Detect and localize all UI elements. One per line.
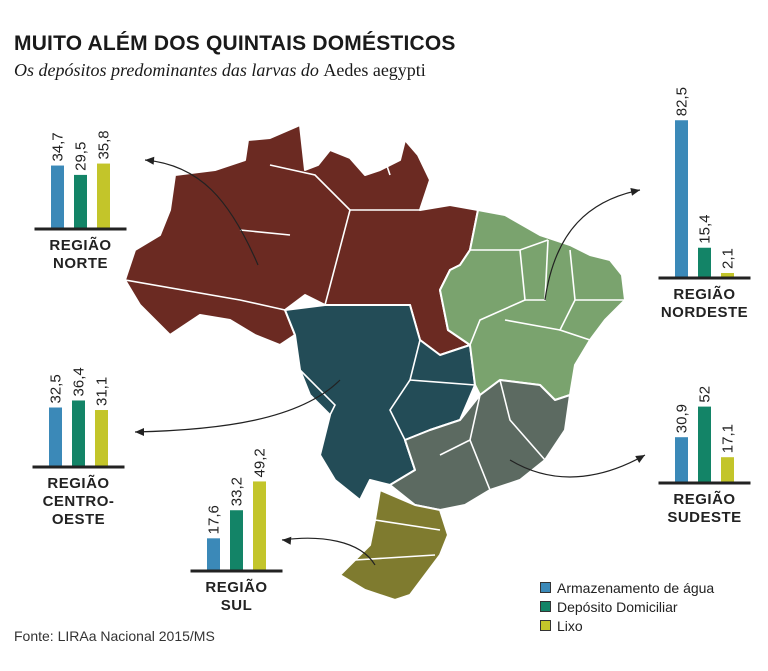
chart-title: MUITO ALÉM DOS QUINTAIS DOMÉSTICOS (14, 32, 456, 55)
region-label-line: OESTE (52, 511, 105, 528)
bar-lixo (97, 163, 110, 228)
bar-domiciliar (72, 400, 85, 466)
bar-domiciliar (74, 174, 87, 228)
bar-agua (49, 407, 62, 466)
value-label-domiciliar: 36,4 (71, 367, 88, 396)
region-label-line: NORTE (53, 255, 108, 272)
map-region-sudeste (389, 379, 571, 511)
value-label-lixo: 31,1 (94, 377, 111, 406)
region-label-line: REGIÃO (205, 578, 267, 596)
region-label-line: REGIÃO (673, 285, 735, 303)
arrow-nordeste (544, 189, 641, 301)
chart-legend: Armazenamento de água Depósito Domicilia… (540, 578, 714, 635)
value-label-agua: 32,5 (48, 374, 65, 403)
arrowhead-4 (282, 536, 292, 545)
bar-agua (675, 437, 688, 482)
arrow-norte (144, 159, 259, 266)
value-label-agua: 82,5 (674, 87, 691, 116)
region-label-line: CENTRO- (43, 493, 115, 510)
value-label-lixo: 49,2 (252, 448, 269, 477)
value-label-agua: 17,6 (206, 505, 223, 534)
bar-domiciliar (230, 510, 243, 570)
value-label-lixo: 35,8 (96, 130, 113, 159)
arrowhead-0 (145, 156, 155, 165)
arrow-centro-oeste (134, 379, 341, 433)
legend-label-agua: Armazenamento de água (557, 579, 715, 596)
region-label-line: REGIÃO (47, 474, 109, 492)
region-label-line: REGIÃO (49, 236, 111, 254)
value-label-domiciliar: 52 (697, 386, 714, 403)
bar-agua (675, 120, 688, 277)
region-label-line: REGIÃO (673, 490, 735, 508)
arrowheads (135, 156, 645, 545)
legend-label-domiciliar: Depósito Domiciliar (557, 598, 678, 615)
value-label-domiciliar: 15,4 (697, 215, 714, 244)
bar-lixo (721, 457, 734, 482)
subtitle-text: Os depósitos predominantes das larvas do (14, 60, 324, 80)
legend-swatch-agua (540, 582, 551, 593)
bar-agua (51, 165, 64, 228)
legend-swatch-domiciliar (540, 601, 551, 612)
legend-swatch-lixo (540, 620, 551, 631)
bar-lixo (253, 481, 266, 570)
value-label-agua: 34,7 (50, 132, 67, 161)
arrowhead-1 (630, 187, 640, 196)
region-label-line: SUL (221, 597, 253, 614)
subtitle-species: Aedes aegypti (323, 60, 426, 80)
value-label-domiciliar: 29,5 (73, 142, 90, 171)
value-label-domiciliar: 33,2 (229, 477, 246, 506)
map-region-sul (339, 489, 449, 601)
value-label-agua: 30,9 (674, 404, 691, 433)
callout-arrows (134, 159, 646, 566)
arrowhead-3 (635, 455, 645, 463)
legend-label-lixo: Lixo (557, 617, 583, 634)
legend-item-agua: Armazenamento de água (540, 578, 714, 597)
region-label-line: SUDESTE (667, 509, 741, 526)
source-note: Fonte: LIRAa Nacional 2015/MS (14, 628, 215, 644)
arrow-sul (281, 537, 376, 566)
arrowhead-2 (135, 428, 144, 436)
bar-lixo (721, 273, 734, 277)
region-label-line: NORDESTE (661, 304, 748, 321)
legend-item-domiciliar: Depósito Domiciliar (540, 597, 714, 616)
value-label-lixo: 17,1 (720, 424, 737, 453)
bar-lixo (95, 410, 108, 466)
bar-domiciliar (698, 247, 711, 277)
bar-domiciliar (698, 406, 711, 482)
chart-subtitle: Os depósitos predominantes das larvas do… (14, 60, 426, 81)
legend-item-lixo: Lixo (540, 616, 714, 635)
value-label-lixo: 2,1 (720, 248, 737, 269)
bar-agua (207, 538, 220, 570)
arrow-sudeste (509, 454, 646, 478)
